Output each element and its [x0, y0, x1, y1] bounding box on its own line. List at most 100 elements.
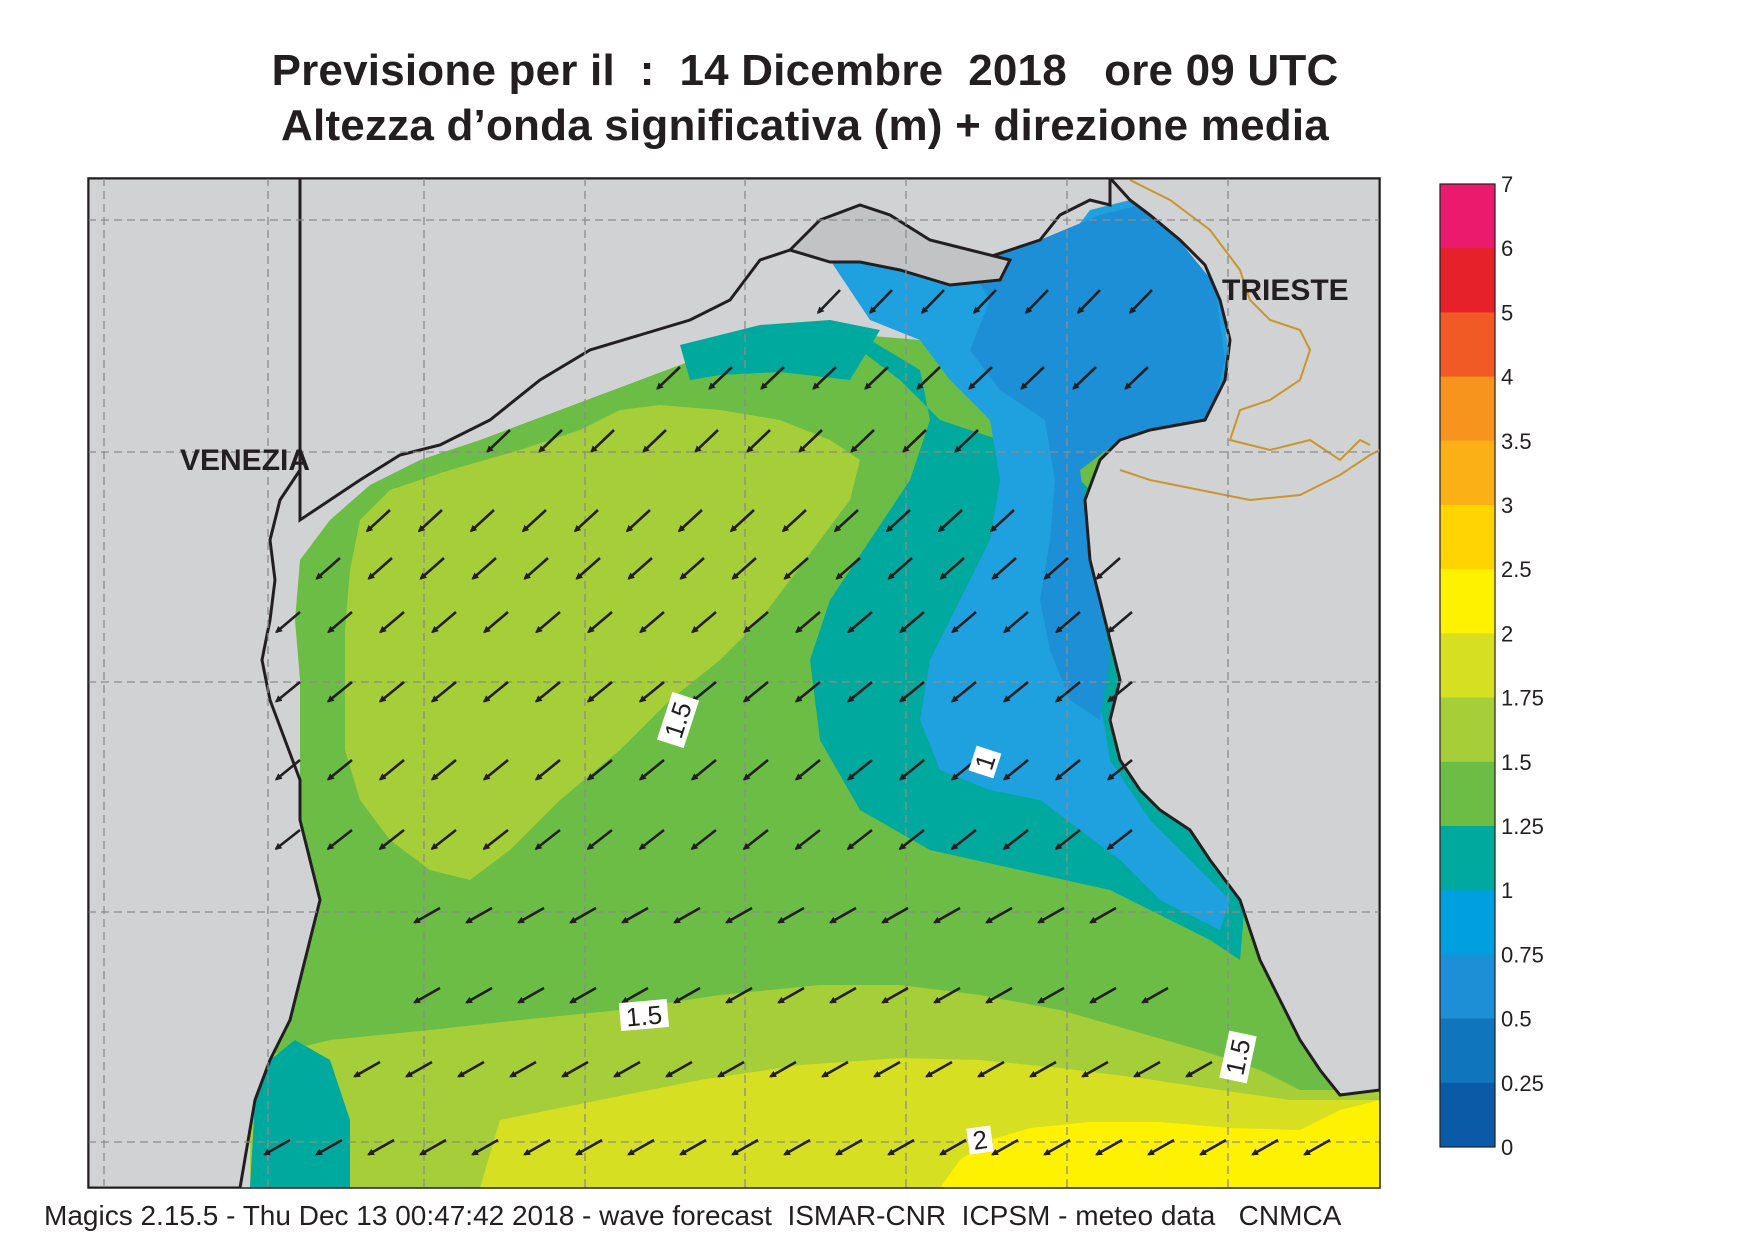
- wave-arrow: [898, 758, 925, 781]
- wave-arrow: [846, 680, 873, 703]
- color-legend: 7 6 5 4 3.5 3 2.5 2 1.75 1.5 1.25 1 0.75 0.5 0.25 0: [1439, 172, 1544, 1160]
- wave-arrow: [977, 1060, 1005, 1078]
- wave-arrow: [1185, 1060, 1213, 1078]
- legend-swatch: [1440, 312, 1495, 378]
- wave-arrow: [991, 557, 1017, 580]
- wave-arrow: [379, 611, 405, 634]
- legend-tick-label: 1.75: [1501, 686, 1544, 711]
- wave-arrow: [679, 557, 705, 580]
- wave-arrow: [847, 611, 873, 634]
- legend-tick-label: 0.75: [1501, 942, 1544, 967]
- wave-arrow: [569, 986, 597, 1004]
- wave-arrow: [835, 557, 861, 580]
- wave-arrow: [419, 557, 445, 580]
- wave-arrow: [694, 429, 719, 453]
- wave-arrow: [534, 758, 561, 781]
- wave-arrow: [638, 828, 665, 851]
- wave-arrow: [353, 1060, 381, 1078]
- wave-arrow: [991, 1138, 1019, 1156]
- wave-arrow: [1106, 680, 1133, 703]
- contour-label-4-text: 1.5: [1220, 1036, 1257, 1078]
- wave-arrow: [968, 366, 993, 390]
- wave-arrow: [985, 906, 1013, 924]
- contour-label-5-text: 2: [971, 1124, 990, 1156]
- wave-arrow: [690, 680, 717, 703]
- wave-arrow: [1002, 680, 1029, 703]
- wave-arrow: [690, 758, 717, 781]
- contour-label-5: 2: [966, 1124, 994, 1156]
- wave-arrow: [846, 758, 873, 781]
- wave-arrow: [613, 1060, 641, 1078]
- wave-arrow: [590, 429, 615, 453]
- wave-arrow: [534, 680, 561, 703]
- wave-arrow: [569, 906, 597, 924]
- wave-arrow: [937, 509, 963, 533]
- legend-swatch: [1440, 633, 1495, 699]
- wave-arrow: [794, 828, 821, 851]
- wave-arrow: [821, 1060, 849, 1078]
- wave-arrow: [471, 1138, 499, 1156]
- wave-arrow: [777, 986, 805, 1004]
- legend-swatch: [1440, 826, 1495, 891]
- wave-arrow: [777, 906, 805, 924]
- wave-arrow: [898, 828, 925, 851]
- legend-swatch: [1440, 1082, 1495, 1148]
- wave-arrow: [898, 680, 925, 703]
- wave-arrow: [263, 1138, 291, 1156]
- legend-swatch: [1440, 890, 1495, 955]
- wave-arrow: [939, 1138, 967, 1156]
- legend-tick-label: 3: [1501, 493, 1513, 518]
- wave-arrow: [274, 828, 301, 851]
- wave-arrow: [417, 509, 443, 533]
- wave-arrow: [933, 986, 961, 1004]
- wave-arrow: [1095, 557, 1121, 580]
- wave-arrow: [925, 1060, 953, 1078]
- wave-arrow: [430, 680, 457, 703]
- wave-arrow: [1095, 1138, 1123, 1156]
- wave-arrow: [471, 557, 497, 580]
- legend-frame: [1439, 183, 1496, 1148]
- lagoon-grado: [787, 203, 1013, 287]
- wave-arrow: [1043, 557, 1069, 580]
- wave-arrow: [835, 1138, 863, 1156]
- wave-arrow: [717, 1060, 745, 1078]
- wave-arrow: [1029, 1060, 1057, 1078]
- legend-tick-label: 6: [1501, 236, 1513, 261]
- wave-arrow: [1024, 289, 1049, 314]
- wave-arrow: [378, 758, 405, 781]
- wave-arrow: [1054, 680, 1081, 703]
- legend-tick-label: 2.5: [1501, 557, 1532, 582]
- wave-arrow: [1147, 1138, 1175, 1156]
- wave-arrow: [523, 557, 549, 580]
- wave-arrow: [985, 986, 1013, 1004]
- wave-arrow: [327, 611, 353, 634]
- map-frame-content: [88, 178, 1380, 1188]
- wave-arrow: [521, 509, 547, 533]
- wave-arrow: [829, 906, 857, 924]
- wave-arrow: [1076, 289, 1101, 314]
- wave-arrow: [413, 906, 441, 924]
- wave-arrow: [625, 509, 651, 533]
- wave-arrow: [920, 289, 945, 314]
- wave-arrow: [573, 509, 599, 533]
- wave-arrow: [798, 429, 823, 453]
- wave-arrow: [586, 680, 613, 703]
- wave-arrow: [1055, 611, 1081, 634]
- political-border-2: [1119, 449, 1380, 502]
- wave-arrow: [326, 828, 353, 851]
- political-border: [1129, 179, 1371, 462]
- wave-arrow: [742, 758, 769, 781]
- legend-tick-label: 4: [1501, 365, 1513, 390]
- land-east: [1083, 178, 1380, 1097]
- wave-arrow: [621, 906, 649, 924]
- wave-arrow: [405, 1060, 433, 1078]
- legend-tick-label: 5: [1501, 300, 1513, 325]
- wave-arrow: [708, 366, 733, 390]
- wave-arrow: [916, 366, 941, 390]
- wave-arrow: [1054, 828, 1081, 851]
- wave-arrow: [887, 1138, 915, 1156]
- wave-arrow: [419, 1138, 447, 1156]
- wave-arrow: [1107, 611, 1133, 634]
- wave-arrow: [1089, 986, 1117, 1004]
- wave-arrow: [1020, 366, 1045, 390]
